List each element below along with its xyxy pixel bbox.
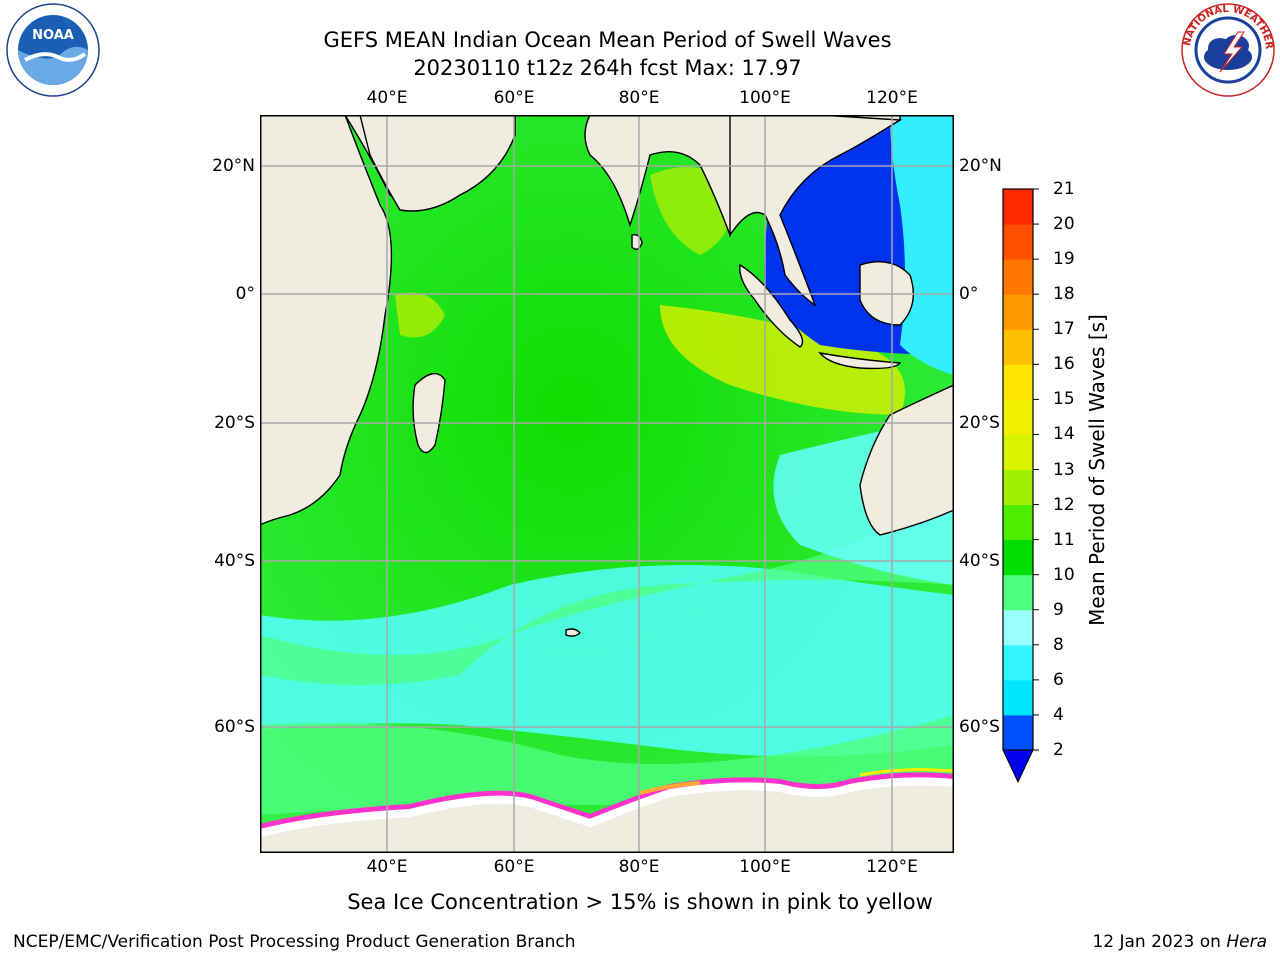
left-lat-label: 20°S <box>214 413 255 433</box>
colorbar-bin <box>1003 294 1033 330</box>
top-lon-label: 100°E <box>739 88 791 108</box>
map-border <box>260 115 954 853</box>
colorbar <box>1002 188 1039 784</box>
sea-ice-note: Sea Ice Concentration > 15% is shown in … <box>347 890 933 914</box>
right-lat-label: 60°S <box>959 717 1000 737</box>
colorbar-tick-label: 10 <box>1053 564 1075 585</box>
bottom-lon-label: 120°E <box>866 857 918 877</box>
left-lat-label: 0° <box>235 284 255 304</box>
top-lon-label: 60°E <box>493 88 535 108</box>
footer-date: 12 Jan 2023 on Hera <box>1092 932 1267 952</box>
top-lon-label: 40°E <box>366 88 408 108</box>
colorbar-tick-label: 4 <box>1053 704 1064 725</box>
colorbar-bin <box>1003 574 1033 611</box>
top-lon-label: 80°E <box>618 88 660 108</box>
bottom-lon-label: 60°E <box>493 857 535 877</box>
left-lat-label: 60°S <box>214 717 255 737</box>
yellow-patch-west <box>395 292 445 338</box>
madagascar <box>412 372 446 454</box>
indochina-landmass <box>729 115 903 307</box>
colorbar-bin <box>1003 259 1033 295</box>
colorbar-tick-label: 16 <box>1053 354 1075 375</box>
colorbar-bin <box>1003 504 1033 541</box>
colorbar-tick-label: 9 <box>1053 599 1064 620</box>
arabia-landmass <box>359 115 516 212</box>
chart-title: GEFS MEAN Indian Ocean Mean Period of Sw… <box>323 28 892 52</box>
right-lat-label: 20°S <box>959 413 1000 433</box>
colorbar-tick-label: 19 <box>1053 249 1075 270</box>
colorbar-under-extension <box>1002 749 1034 784</box>
colorbar-bin <box>1003 224 1033 260</box>
colorbar-tick-label: 8 <box>1053 634 1064 655</box>
nws-logo: NATIONAL WEATHER SERVICE <box>1178 2 1275 97</box>
colorbar-bin <box>1003 469 1033 506</box>
chart-subtitle: 20230110 t12z 264h fcst Max: 17.97 <box>413 56 802 80</box>
colorbar-bin <box>1003 434 1033 470</box>
colorbar-bin <box>1003 714 1033 751</box>
colorbar-bin <box>1003 189 1033 225</box>
footer-credit: NCEP/EMC/Verification Post Processing Pr… <box>13 932 576 952</box>
colorbar-tick-label: 14 <box>1053 424 1075 445</box>
bottom-lon-label: 100°E <box>739 857 791 877</box>
right-lat-label: 20°N <box>959 156 1002 176</box>
right-lat-label: 40°S <box>959 551 1000 571</box>
left-lat-label: 20°N <box>212 156 255 176</box>
top-lon-label: 120°E <box>866 88 918 108</box>
colorbar-tick-label: 17 <box>1053 319 1075 340</box>
colorbar-title: Mean Period of Swell Waves [s] <box>1085 314 1109 626</box>
cyan-swell-zone <box>260 565 954 757</box>
colorbar-tick-label: 21 <box>1053 179 1075 199</box>
colorbar-tick-label: 11 <box>1053 529 1075 550</box>
sumatra <box>739 263 804 348</box>
colorbar-bin <box>1003 399 1033 435</box>
noaa-logo: NOAA <box>6 3 100 97</box>
colorbar-tick-label: 18 <box>1053 284 1075 305</box>
bottom-lon-label: 40°E <box>366 857 408 877</box>
colorbar-tick-label: 2 <box>1053 740 1064 760</box>
colorbar-tick-label: 15 <box>1053 389 1075 410</box>
footer-date-text: 12 Jan 2023 on <box>1092 932 1227 952</box>
colorbar-bin <box>1003 329 1033 365</box>
footer-machine: Hera <box>1226 932 1267 952</box>
right-lat-label: 0° <box>959 284 979 304</box>
colorbar-bin <box>1003 644 1033 681</box>
bottom-lon-label: 80°E <box>618 857 660 877</box>
colorbar-tick-label: 13 <box>1053 459 1075 480</box>
java <box>818 351 902 370</box>
colorbar-bin <box>1003 539 1033 576</box>
colorbar-bin <box>1003 679 1033 716</box>
colorbar-tick-label: 20 <box>1053 214 1075 235</box>
colorbar-bin <box>1003 609 1033 646</box>
colorbar-bin <box>1003 364 1033 400</box>
sea-ice-edge <box>260 768 954 837</box>
colorbar-tick-label: 6 <box>1053 669 1064 690</box>
colorbar-tick-label: 12 <box>1053 494 1075 515</box>
map-plot-area <box>260 115 954 853</box>
graticule <box>260 115 954 853</box>
yellow-swell-band <box>660 305 905 415</box>
kerguelen-island <box>565 628 581 637</box>
left-lat-label: 40°S <box>214 551 255 571</box>
light-green-zone <box>260 495 954 685</box>
noaa-text: NOAA <box>32 28 74 43</box>
